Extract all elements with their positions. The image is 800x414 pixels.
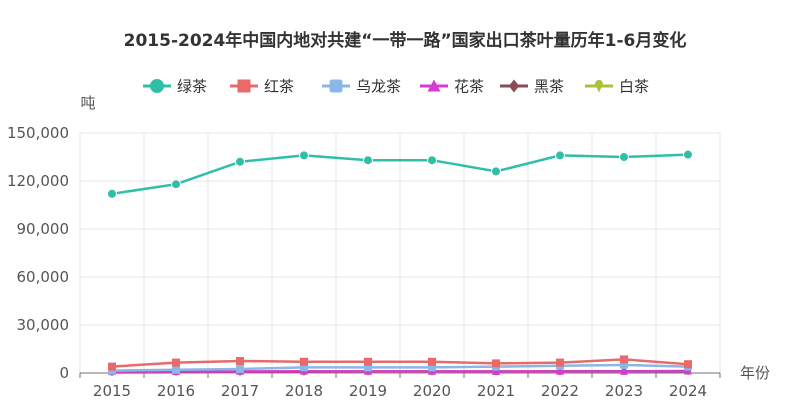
x-tick-label: 2017 xyxy=(221,382,259,400)
data-point xyxy=(236,365,244,373)
series-line xyxy=(111,153,689,196)
legend-marker xyxy=(508,79,520,93)
y-axis: 0 30,000 60,000 90,000 120,000 150,000 xyxy=(7,124,69,382)
series-line xyxy=(111,363,689,372)
data-point xyxy=(556,367,564,375)
data-point xyxy=(683,149,693,160)
data-point xyxy=(491,166,501,177)
y-tick-label: 90,000 xyxy=(17,220,70,238)
legend-label: 乌龙茶 xyxy=(356,78,401,96)
legend-item-2: 乌龙茶 xyxy=(322,78,401,96)
grid xyxy=(79,132,721,374)
legend-item-3: 花茶 xyxy=(420,78,484,96)
legend: 绿茶 红茶 乌龙茶 花茶 黑茶 白茶 xyxy=(143,78,649,96)
x-axis-label: 年份 xyxy=(740,364,770,382)
legend-marker xyxy=(237,79,251,93)
legend-label: 白茶 xyxy=(619,78,649,96)
data-point xyxy=(684,367,692,375)
x-tick-label: 2022 xyxy=(541,382,579,400)
y-tick-label: 60,000 xyxy=(17,268,70,286)
data-point xyxy=(363,155,373,166)
data-point xyxy=(236,357,244,365)
data-point xyxy=(492,367,500,375)
legend-marker xyxy=(595,79,603,93)
data-point xyxy=(171,179,181,190)
legend-marker xyxy=(150,79,164,93)
data-point xyxy=(620,355,628,364)
data-point xyxy=(556,358,564,367)
x-tick-label: 2020 xyxy=(413,382,451,400)
legend-item-1: 红茶 xyxy=(230,78,294,96)
legend-item-0: 绿茶 xyxy=(143,78,207,96)
legend-item-4: 黑茶 xyxy=(500,78,564,96)
y-tick-label: 120,000 xyxy=(7,172,69,190)
legend-marker xyxy=(329,79,343,93)
x-tick-label: 2019 xyxy=(349,382,387,400)
data-point xyxy=(555,150,565,161)
chart-title: 2015-2024年中国内地对共建“一带一路”国家出口茶叶量历年1-6月变化 xyxy=(124,30,687,51)
data-point xyxy=(684,360,692,369)
legend-label: 绿茶 xyxy=(177,78,207,96)
x-tick-label: 2016 xyxy=(157,382,195,400)
data-point xyxy=(235,156,245,167)
series-line xyxy=(111,369,689,373)
x-tick-label: 2024 xyxy=(669,382,707,400)
x-tick-label: 2018 xyxy=(285,382,323,400)
data-point xyxy=(427,155,437,166)
x-axis: 2015 2016 2017 2018 2019 2020 2021 2022 2023 2024 xyxy=(79,372,721,400)
legend-item-5: 白茶 xyxy=(585,78,649,96)
y-tick-label: 150,000 xyxy=(7,124,69,142)
data-point xyxy=(619,152,629,162)
y-axis-label: 吨 xyxy=(80,94,95,112)
series-0 xyxy=(107,149,693,199)
legend-label: 黑茶 xyxy=(534,78,564,96)
legend-label: 花茶 xyxy=(454,78,484,96)
data-point xyxy=(300,357,308,366)
data-point xyxy=(364,357,372,366)
legend-label: 红茶 xyxy=(264,78,294,96)
data-point xyxy=(107,188,117,199)
data-point xyxy=(620,367,628,375)
data-point xyxy=(172,358,180,367)
x-tick-label: 2015 xyxy=(93,382,131,400)
series-line xyxy=(111,358,689,368)
series-1 xyxy=(108,355,692,371)
y-tick-label: 30,000 xyxy=(17,316,70,334)
data-point xyxy=(428,357,436,366)
legend-marker xyxy=(427,79,441,92)
y-tick-label: 0 xyxy=(59,364,69,382)
data-point xyxy=(299,150,309,161)
data-point xyxy=(492,359,500,368)
data-point xyxy=(108,362,116,371)
x-tick-label: 2023 xyxy=(605,382,643,400)
x-tick-label: 2021 xyxy=(477,382,515,400)
series-layer xyxy=(107,149,693,377)
data-point xyxy=(172,365,180,374)
